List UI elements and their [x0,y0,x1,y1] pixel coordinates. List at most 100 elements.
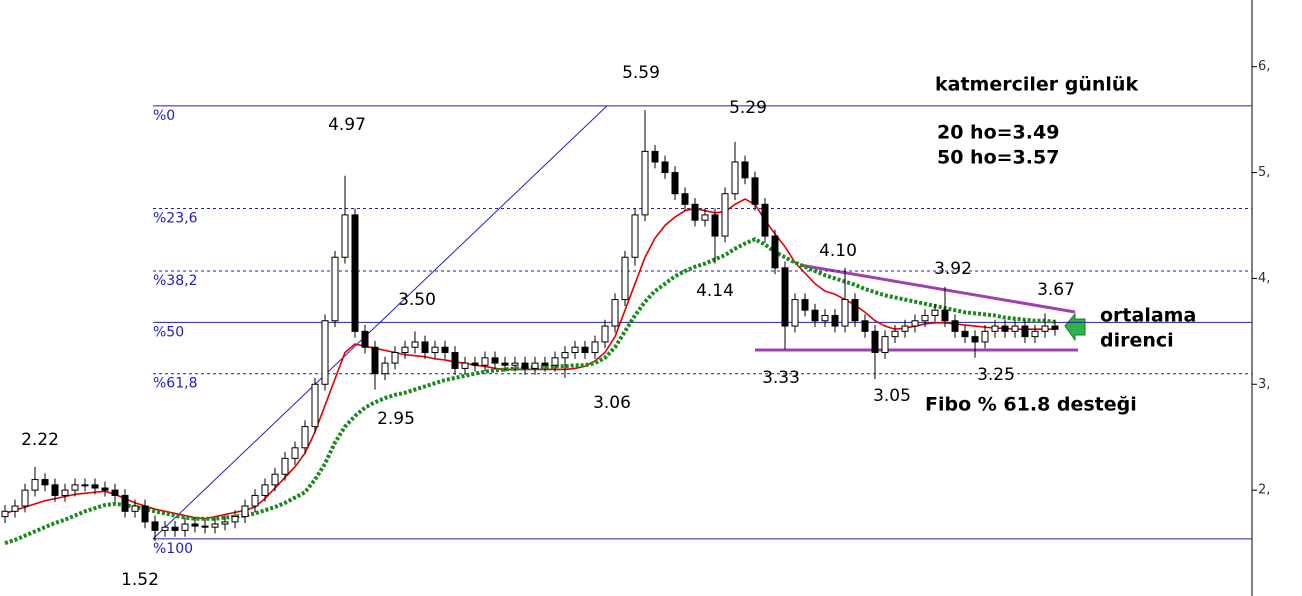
candle-body [911,320,919,327]
fib-label: %0 [153,108,175,124]
candle-body [621,256,629,301]
candle-body [71,484,79,491]
candle-body [871,330,879,354]
arrow [1064,312,1086,342]
candle-body [941,309,949,322]
note: ortalama [1100,305,1196,327]
candle-body [211,523,219,528]
candle-body [951,320,959,332]
candle-body [431,346,439,354]
candle-body [831,314,839,327]
price-annotation: 1.52 [121,570,159,590]
fib-label: %61,8 [153,376,197,392]
candle-body [971,336,979,343]
candle-body [921,314,929,322]
candle-body [591,341,599,354]
candle-body [981,330,989,343]
candle-body [1031,330,1039,338]
candle-body [561,352,569,359]
candle-body [601,325,609,343]
candle-body [351,214,359,332]
candle-body [401,346,409,354]
candle-body [371,346,379,375]
price-annotation: 5.59 [622,63,660,83]
price-annotation: 3.06 [593,393,631,413]
fib-anchor-line [152,105,608,540]
candle-body [21,489,29,507]
candle-body [281,457,289,475]
candle-body [731,161,739,195]
candle-body [331,256,339,322]
candle-body [961,330,969,338]
candle-body [1041,325,1049,332]
candle-body [131,505,139,512]
price-annotation: 3.05 [873,386,911,406]
candle-body [1,510,9,518]
candle-body [251,494,259,507]
candle-body [891,330,899,338]
candle-body [501,362,509,366]
y-tick-label: 4, [1258,271,1270,286]
price-annotation: 4.10 [819,241,857,261]
candle-body [461,362,469,369]
candle-body [721,193,729,237]
candle-body [681,193,689,205]
candle-body [511,362,519,366]
candle-body [151,521,159,531]
resistance-line [799,263,1076,314]
fib-label: %38,2 [153,273,197,289]
candle-body [691,203,699,221]
price-annotation: 3.25 [977,365,1015,385]
note: 50 ho=3.57 [937,147,1059,169]
candle-body [271,473,279,486]
candle-body [451,352,459,369]
candle-body [441,346,449,354]
candle-body [201,525,209,528]
moving-average [4,198,1055,520]
candle-body [791,299,799,327]
candle-body [571,346,579,354]
candle-body [111,489,119,496]
candle-body [291,447,299,459]
candle-body [781,267,789,327]
price-annotation: 3.92 [934,259,972,279]
candle-body [541,362,549,366]
y-tick-label: 2, [1258,483,1270,498]
price-annotation: 4.14 [696,281,734,301]
price-annotation: 3.33 [762,368,800,388]
candle-body [711,214,719,237]
candle-body [551,357,559,366]
candle-body [761,203,769,237]
candle-body [611,299,619,327]
note: 20 ho=3.49 [937,122,1059,144]
y-tick-label: 3, [1258,377,1270,392]
candle-body [851,299,859,322]
candle-body [31,479,39,491]
candle-body [311,383,319,428]
candle-body [411,341,419,348]
candle-body [481,357,489,366]
candle-body [11,505,19,512]
price-annotation: 4.97 [328,115,366,135]
candle-body [391,352,399,364]
candle-body [161,526,169,531]
candle-body [931,309,939,316]
candle-body [421,341,429,354]
candle-body [181,523,189,531]
candle-body [901,325,909,332]
candle-body [321,320,329,385]
candle-body [171,526,179,531]
candle-body [101,487,109,491]
candle-body [301,426,309,449]
candle-body [91,484,99,489]
candle-body [881,336,889,354]
price-annotation: 3.67 [1037,280,1075,300]
price-annotation: 5.29 [729,98,767,118]
fib-label: %50 [153,324,184,340]
candle-body [631,214,639,258]
candle-body [361,330,369,348]
candle-body [141,505,149,523]
candle-body [491,357,499,364]
candle-body [991,325,999,332]
note: Fibo % 61.8 desteği [925,394,1137,416]
